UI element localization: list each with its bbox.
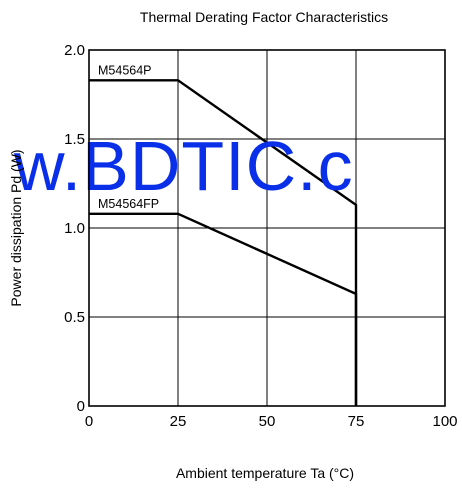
x-tick-label: 0 bbox=[85, 413, 93, 430]
x-tick-label: 50 bbox=[259, 413, 276, 430]
series-line-m54564fp bbox=[89, 212, 358, 406]
series-group bbox=[89, 79, 358, 406]
y-tick-label: 1.0 bbox=[64, 220, 85, 237]
x-axis-label: Ambient temperature Ta (°C) bbox=[176, 465, 354, 481]
y-tick-label: 1.5 bbox=[64, 131, 85, 148]
watermark: w.BDTIC.c bbox=[13, 127, 354, 205]
plot-frame bbox=[88, 49, 446, 407]
y-tick-labels: 0 0.5 1.0 1.5 2.0 bbox=[64, 42, 85, 415]
grid bbox=[89, 50, 445, 406]
x-tick-label: 75 bbox=[348, 413, 365, 430]
x-tick-label: 100 bbox=[432, 413, 457, 430]
series-labels: M54564P M54564FP bbox=[98, 63, 159, 211]
series-label: M54564P bbox=[98, 63, 152, 77]
y-tick-label: 0 bbox=[77, 398, 85, 415]
x-tick-label: 25 bbox=[170, 413, 187, 430]
y-tick-label: 0.5 bbox=[64, 309, 85, 326]
y-axis-label: Power dissipation Pd (W) bbox=[8, 149, 24, 306]
chart-title: Thermal Derating Factor Characteristics bbox=[140, 9, 388, 25]
x-tick-labels: 0 25 50 75 100 bbox=[85, 413, 458, 430]
y-tick-label: 2.0 bbox=[64, 42, 85, 59]
series-label: M54564FP bbox=[98, 197, 159, 211]
